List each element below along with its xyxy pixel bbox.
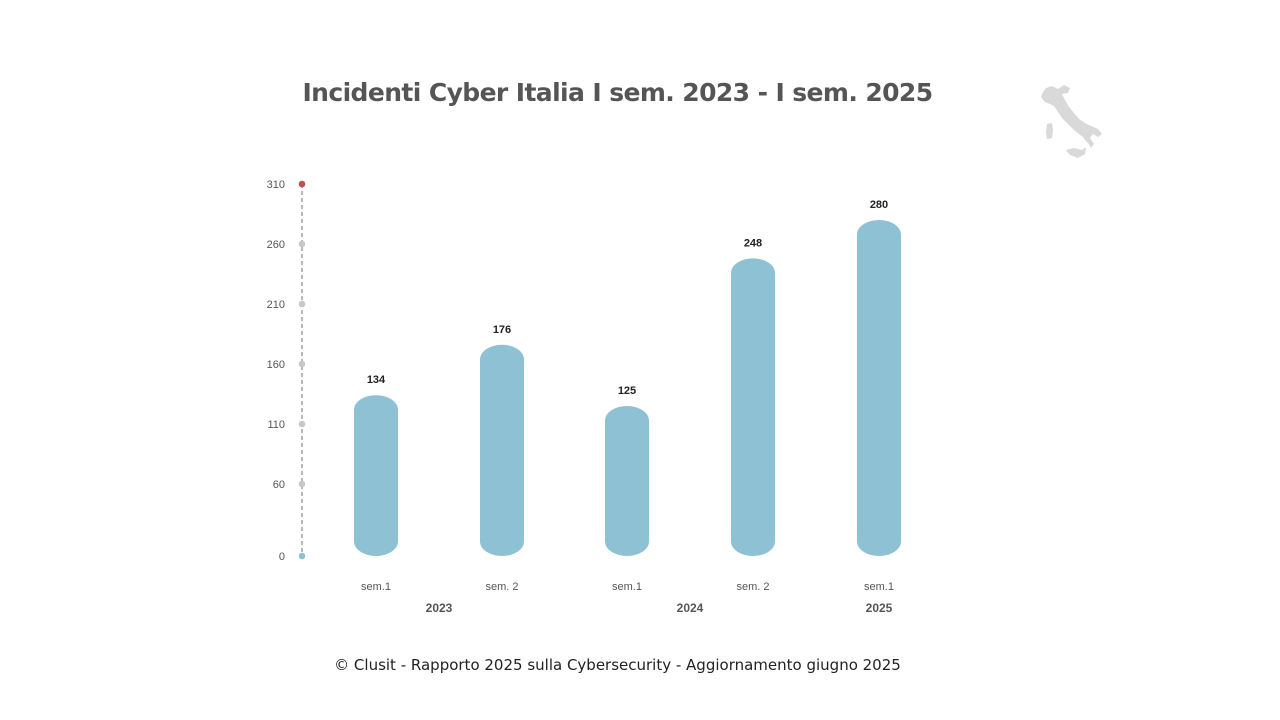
data-label: 248: [744, 237, 762, 249]
x-tick-label: sem.1: [361, 581, 391, 593]
y-tick-label: 110: [267, 419, 285, 431]
y-tick-label: 160: [267, 359, 285, 371]
footer-credit: © Clusit - Rapporto 2025 sulla Cybersecu…: [334, 656, 901, 674]
bar: [731, 258, 775, 556]
y-axis-dot: [298, 360, 306, 368]
y-axis-dot: [298, 300, 306, 308]
y-axis-dot: [298, 480, 306, 488]
y-tick-label: 0: [279, 551, 285, 563]
data-label: 125: [618, 385, 636, 397]
data-label: 176: [493, 324, 511, 336]
x-group-label: 2023: [426, 601, 453, 615]
x-group-label: 2025: [866, 601, 893, 615]
data-label: 280: [870, 199, 888, 211]
y-axis-dot: [298, 240, 306, 248]
italy-map-icon: [1041, 85, 1102, 158]
x-tick-label: sem. 2: [485, 581, 518, 593]
y-axis-dot: [298, 552, 306, 560]
y-tick-label: 210: [267, 299, 285, 311]
bar: [354, 395, 398, 556]
x-tick-label: sem. 2: [736, 581, 769, 593]
bar: [605, 406, 649, 556]
data-label: 134: [367, 374, 386, 386]
y-axis-dot: [298, 180, 306, 188]
bar: [480, 344, 524, 556]
y-tick-label: 60: [273, 479, 285, 491]
y-axis-dot: [298, 420, 306, 428]
chart-title: Incidenti Cyber Italia I sem. 2023 - I s…: [302, 78, 933, 107]
bar: [857, 220, 901, 556]
x-tick-label: sem.1: [864, 581, 894, 593]
x-tick-label: sem.1: [612, 581, 642, 593]
y-tick-label: 260: [267, 239, 285, 251]
x-group-label: 2024: [677, 601, 704, 615]
y-tick-label: 310: [267, 179, 285, 191]
